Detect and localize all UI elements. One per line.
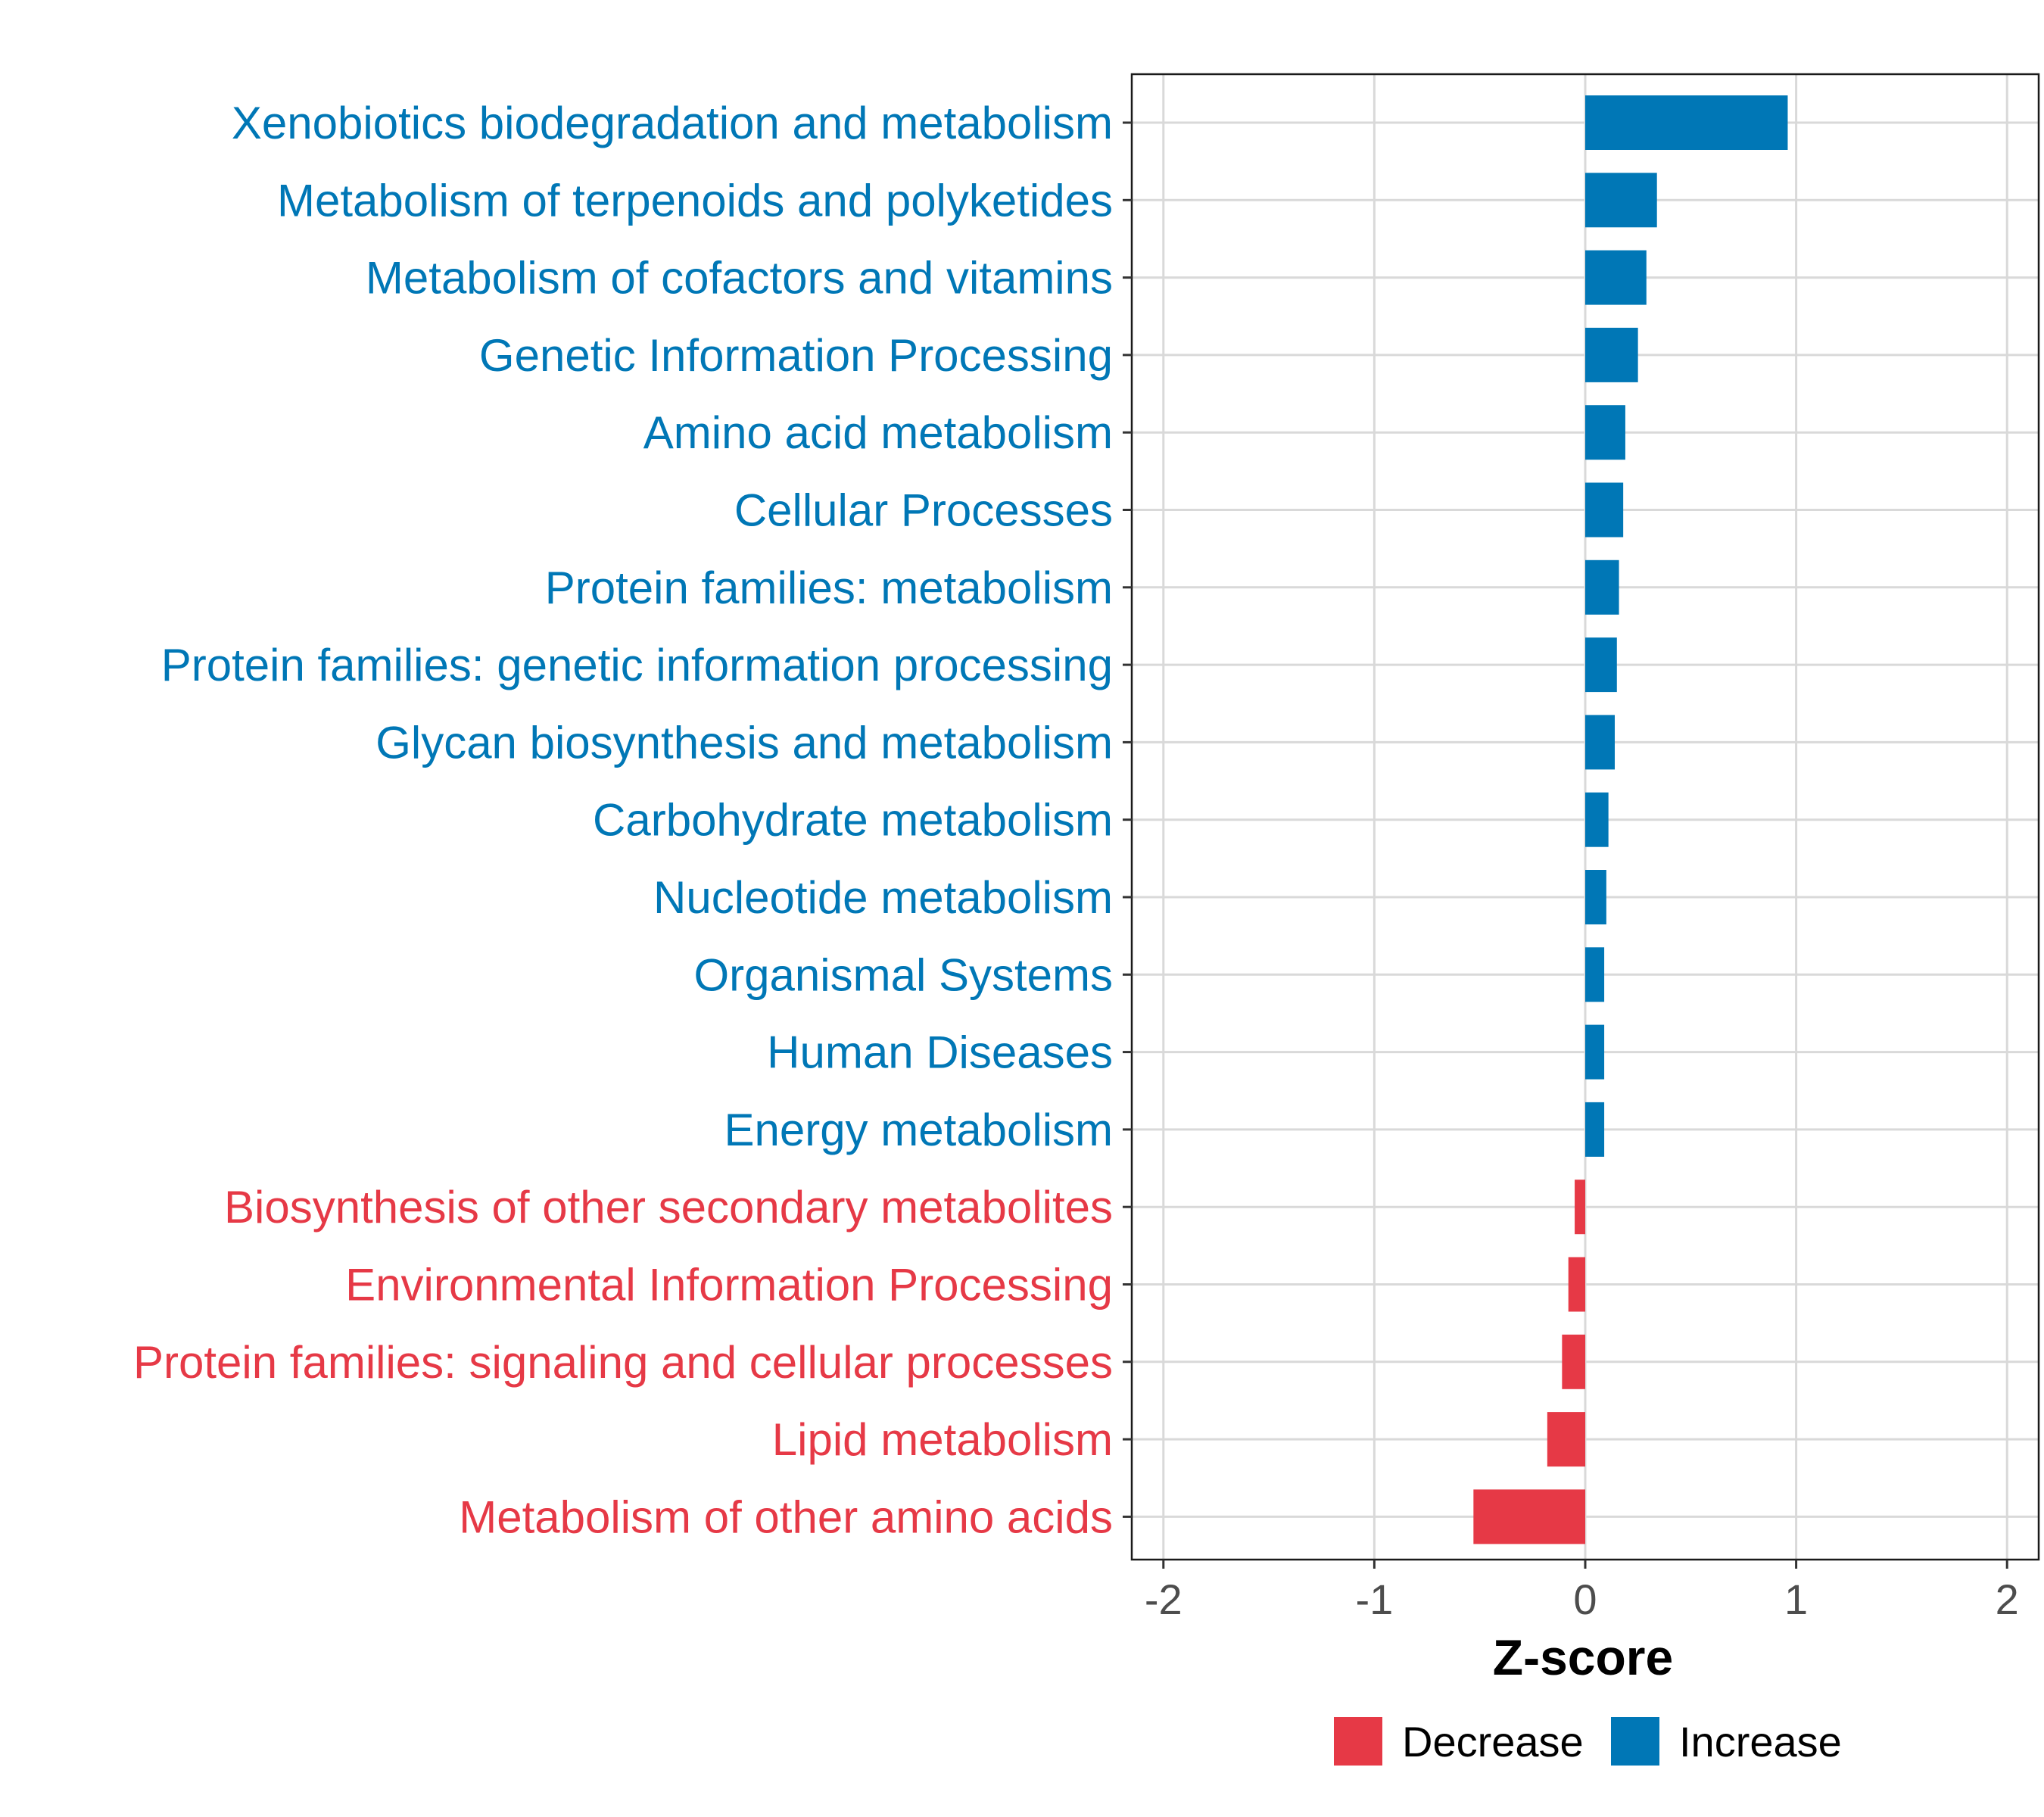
- category-label: Energy metabolism: [724, 1105, 1113, 1155]
- bar-increase: [1585, 715, 1616, 770]
- category-label: Genetic Information Processing: [479, 330, 1113, 381]
- legend-label-decrease: Decrease: [1402, 1718, 1584, 1766]
- category-label: Protein families: signaling and cellular…: [133, 1337, 1113, 1388]
- x-tick-label: -2: [1145, 1575, 1182, 1623]
- category-label: Protein families: genetic information pr…: [161, 640, 1113, 690]
- bar-increase: [1585, 405, 1625, 460]
- bar-increase: [1585, 637, 1617, 693]
- category-label: Glycan biosynthesis and metabolism: [375, 717, 1113, 768]
- bars: [1473, 95, 1788, 1544]
- category-label: Carbohydrate metabolism: [593, 795, 1113, 846]
- bar-decrease: [1547, 1412, 1585, 1467]
- bar-increase: [1585, 1024, 1605, 1080]
- x-tick-label: 1: [1784, 1575, 1808, 1623]
- category-label: Lipid metabolism: [772, 1414, 1113, 1465]
- category-label: Biosynthesis of other secondary metaboli…: [224, 1182, 1113, 1233]
- bar-increase: [1585, 559, 1619, 615]
- y-axis-labels: Xenobiotics biodegradation and metabolis…: [133, 98, 1113, 1542]
- bar-increase: [1585, 250, 1647, 305]
- x-axis-title: Z-score: [1493, 1629, 1673, 1685]
- category-label: Nucleotide metabolism: [653, 872, 1113, 923]
- x-tick-label: 0: [1573, 1575, 1597, 1623]
- category-label: Protein families: metabolism: [545, 563, 1113, 613]
- bar-increase: [1585, 1102, 1605, 1157]
- category-label: Metabolism of cofactors and vitamins: [366, 253, 1113, 304]
- x-tick-label: -1: [1355, 1575, 1393, 1623]
- x-axis: -2 -1 0 1 2: [1145, 1560, 2019, 1623]
- legend-label-increase: Increase: [1679, 1718, 1842, 1766]
- legend-key-decrease: [1334, 1717, 1382, 1766]
- bar-increase: [1585, 947, 1605, 1002]
- bar-increase: [1585, 173, 1657, 228]
- bar-decrease: [1473, 1489, 1585, 1544]
- bar-increase: [1585, 327, 1638, 382]
- category-label: Environmental Information Processing: [345, 1260, 1113, 1311]
- category-label: Cellular Processes: [734, 485, 1113, 536]
- bar-increase: [1585, 792, 1609, 847]
- legend: Decrease Increase: [1334, 1717, 1842, 1766]
- bar-decrease: [1562, 1334, 1585, 1389]
- category-label: Metabolism of terpenoids and polyketides: [277, 175, 1113, 226]
- bar-increase: [1585, 870, 1606, 924]
- bar-decrease: [1568, 1257, 1585, 1312]
- bar-increase: [1585, 95, 1788, 150]
- x-tick-label: 2: [1996, 1575, 2019, 1623]
- category-label: Amino acid metabolism: [643, 407, 1113, 458]
- category-label: Organismal Systems: [694, 949, 1113, 1000]
- category-label: Xenobiotics biodegradation and metabolis…: [232, 98, 1113, 148]
- bar-decrease: [1575, 1180, 1585, 1235]
- y-axis-ticks: [1123, 121, 1132, 1518]
- legend-key-increase: [1611, 1717, 1659, 1766]
- category-label: Metabolism of other amino acids: [459, 1491, 1113, 1542]
- bar-increase: [1585, 482, 1624, 538]
- category-label: Human Diseases: [767, 1027, 1113, 1078]
